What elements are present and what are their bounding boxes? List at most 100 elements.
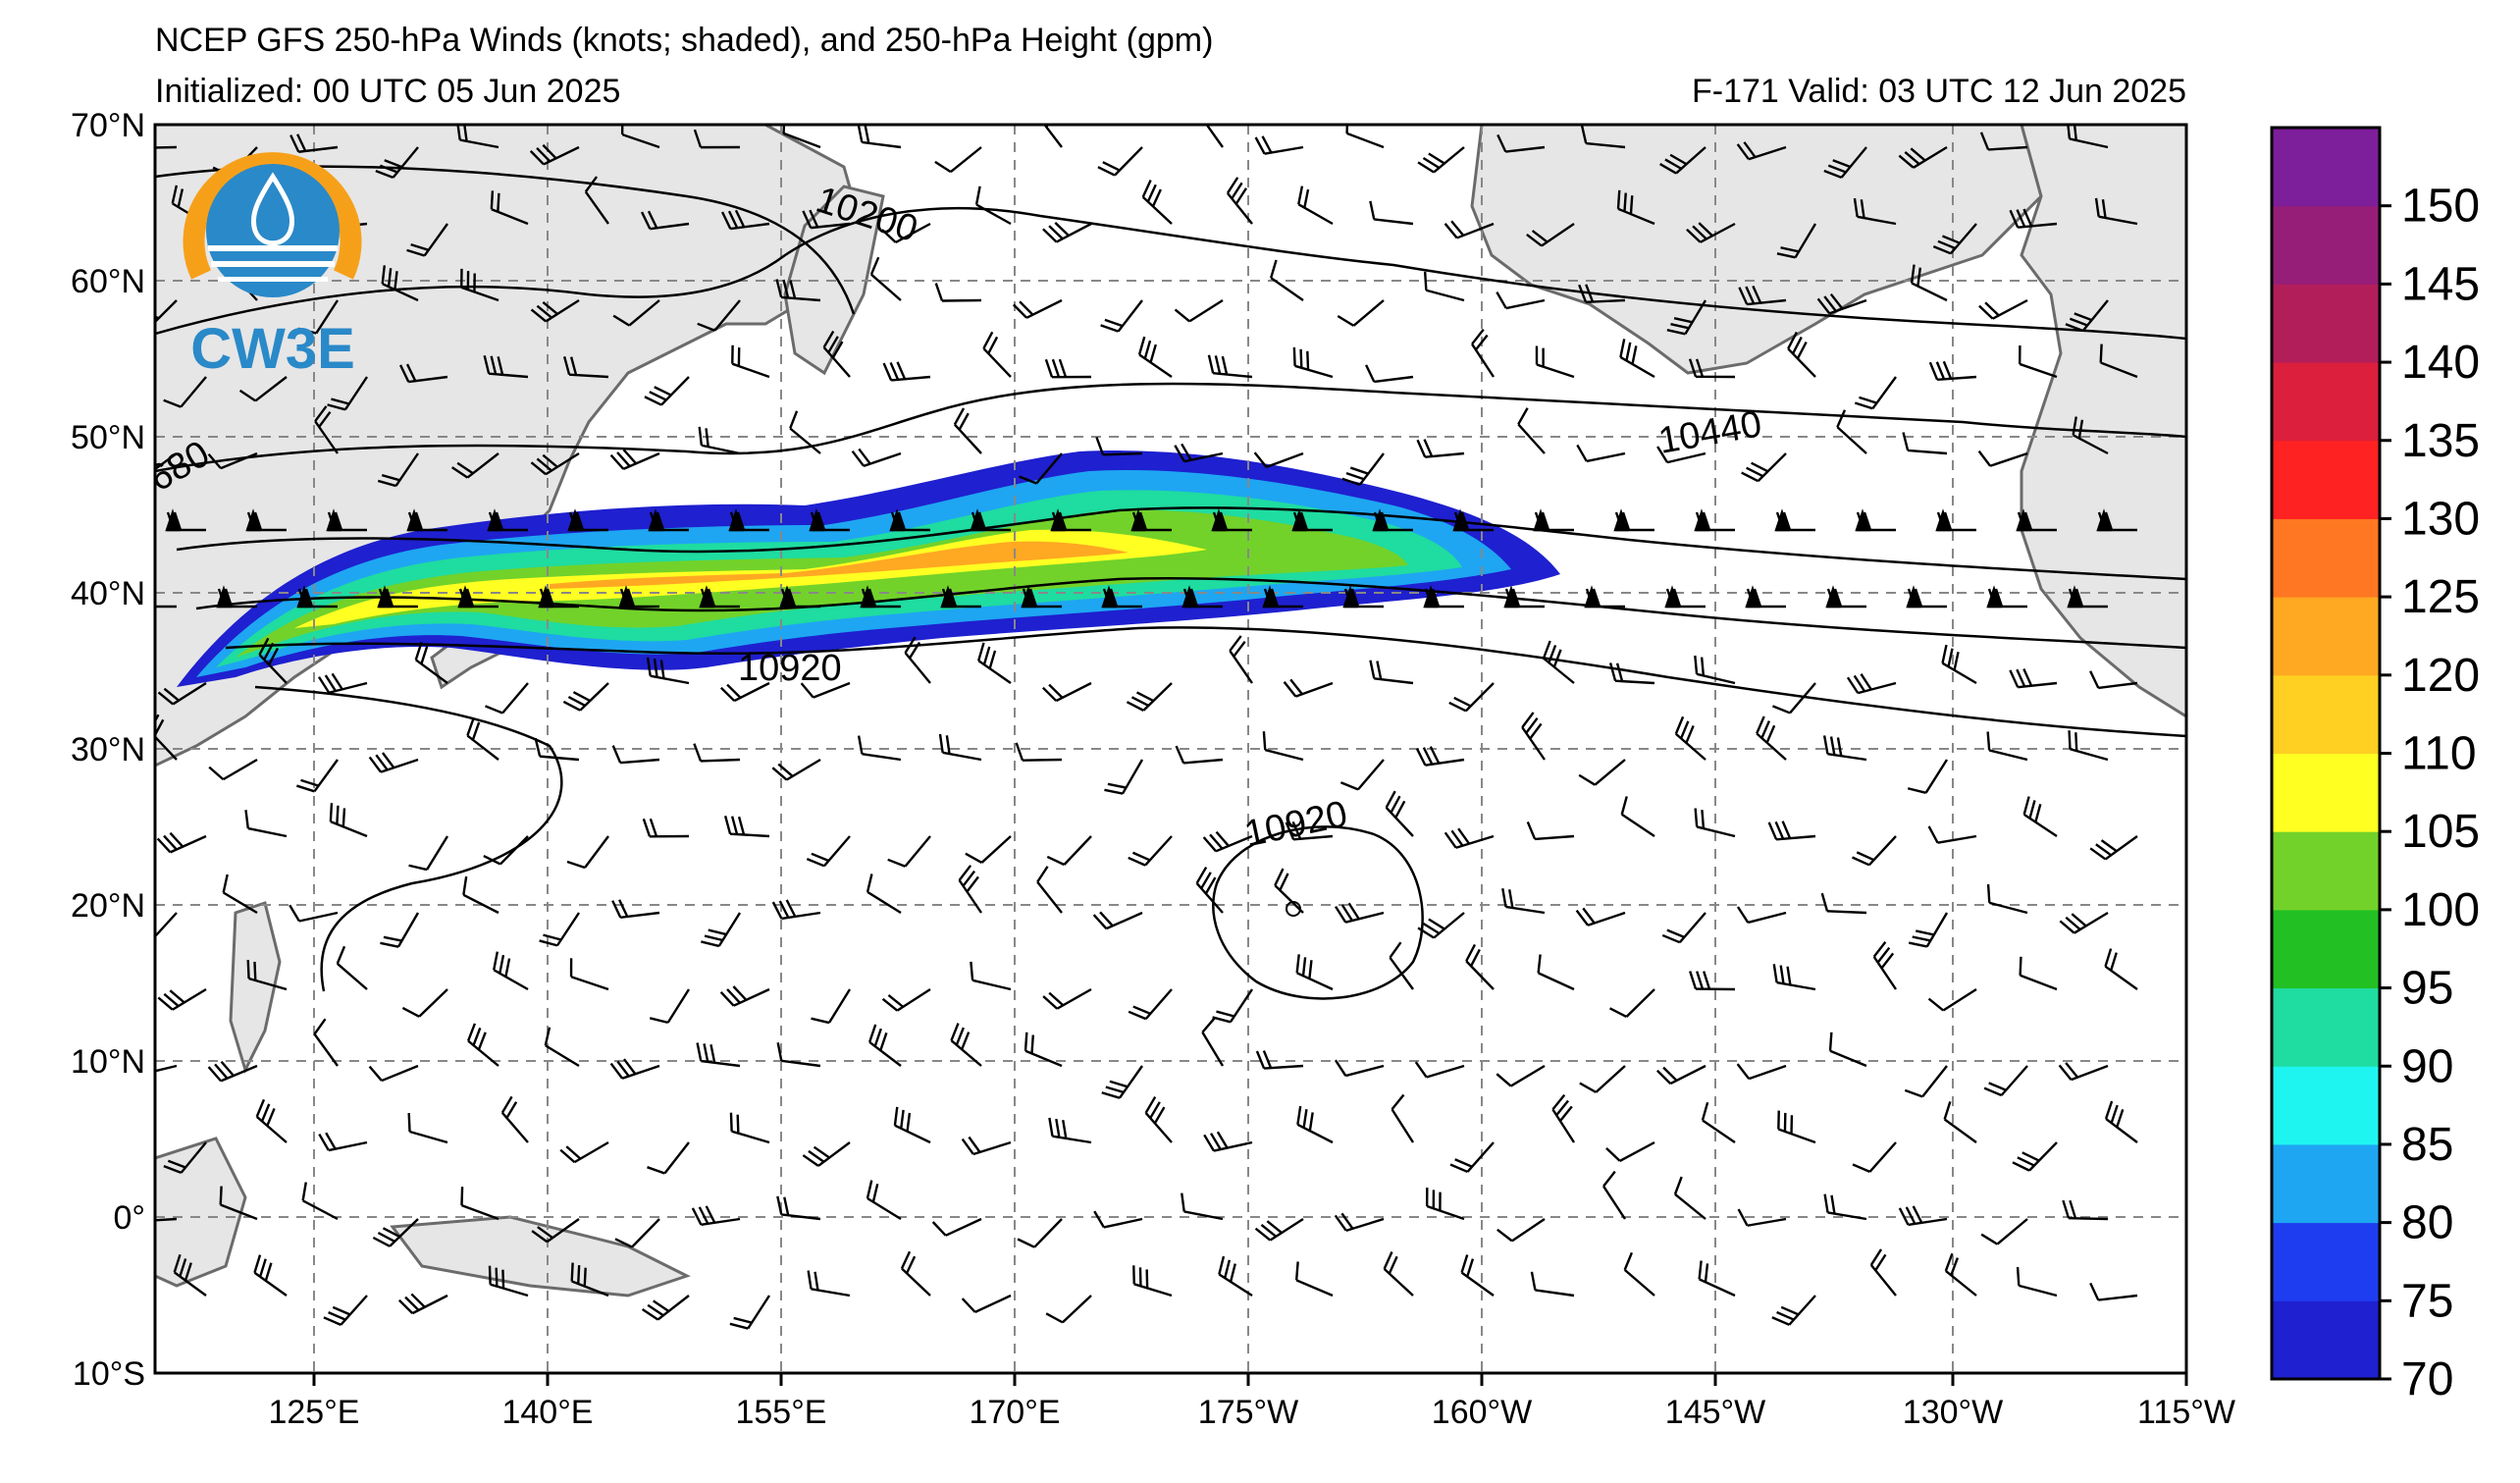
wind-barb xyxy=(381,265,419,302)
wind-barb xyxy=(238,376,288,402)
wind-barb xyxy=(1042,987,1092,1010)
lat-label: 20°N xyxy=(71,887,145,925)
wind-barb xyxy=(414,641,448,684)
wind-barb xyxy=(1211,508,1252,532)
wind-barb xyxy=(889,508,930,532)
wind-barb xyxy=(1017,1218,1063,1248)
wind-barb xyxy=(1578,759,1626,786)
wind-barb xyxy=(1736,906,1787,925)
wind-barb xyxy=(1898,145,1948,169)
wind-barb xyxy=(1126,682,1173,712)
wind-barb xyxy=(1046,835,1092,867)
wind-barb xyxy=(408,835,449,872)
wind-barb xyxy=(904,636,931,684)
wind-barb xyxy=(1207,354,1253,379)
wind-barb xyxy=(1294,1261,1334,1298)
wind-barb xyxy=(1932,223,1977,255)
wind-barb xyxy=(531,1218,580,1244)
wind-barb xyxy=(1226,177,1253,225)
longitude-labels: 125°E 140°E 155°E 170°E 175°W 160°W 145°… xyxy=(268,1394,2234,1431)
wind-barb xyxy=(1365,364,1414,384)
wind-barb xyxy=(1175,745,1224,765)
wind-barb xyxy=(1254,135,1304,155)
wind-barb xyxy=(566,835,609,870)
wind-barb xyxy=(1181,1192,1224,1221)
wind-barb xyxy=(163,1141,207,1175)
wind-barb xyxy=(982,331,1012,378)
wind-barb xyxy=(789,410,821,454)
wind-barb xyxy=(155,1064,178,1077)
wind-barb xyxy=(567,508,608,532)
wind-barb xyxy=(1369,660,1414,685)
wind-barb xyxy=(1496,1064,1546,1087)
wind-barb xyxy=(2068,730,2109,762)
wind-barb xyxy=(1417,146,1465,174)
wind-barb xyxy=(1986,731,2028,762)
wind-barb xyxy=(728,508,769,532)
wind-barb xyxy=(1274,868,1304,914)
wind-barb xyxy=(314,405,339,454)
wind-barb xyxy=(609,449,660,470)
wind-barb xyxy=(2016,1266,2058,1298)
wind-barb xyxy=(1296,1105,1334,1144)
wind-barb xyxy=(1100,299,1143,333)
wind-barb xyxy=(1444,220,1495,239)
wind-barb xyxy=(1689,971,1736,991)
wind-barb xyxy=(245,508,287,532)
wind-barb xyxy=(375,146,419,180)
wind-barb xyxy=(961,1136,1012,1156)
wind-barb xyxy=(1369,200,1414,226)
wind-barb xyxy=(462,875,499,915)
wind-barb xyxy=(1619,339,1655,379)
wind-barb xyxy=(1979,132,2028,151)
wind-barb xyxy=(1255,1050,1304,1070)
wind-barb xyxy=(776,1042,821,1068)
wind-barb xyxy=(1337,299,1385,327)
wind-barb xyxy=(1836,409,1867,454)
wind-barb xyxy=(609,1058,660,1080)
wind-barb xyxy=(559,1140,609,1164)
wind-barb xyxy=(851,448,902,467)
wind-barb xyxy=(729,1295,771,1330)
wind-barb xyxy=(296,585,338,609)
wind-barb xyxy=(157,987,207,1011)
wind-barb xyxy=(1095,437,1143,456)
wind-barb xyxy=(406,223,448,257)
wind-barb xyxy=(1688,358,1736,379)
wind-barb xyxy=(1389,941,1414,990)
wind-barb xyxy=(800,681,851,699)
wind-barb xyxy=(1448,682,1495,713)
wind-barb xyxy=(648,508,689,532)
lon-label: 155°E xyxy=(735,1394,826,1431)
wind-barb xyxy=(1021,585,1062,609)
wind-barb xyxy=(1137,336,1173,378)
wind-barb xyxy=(1756,715,1787,761)
wind-barb xyxy=(1620,796,1655,837)
wind-barb xyxy=(1854,376,1897,410)
wind-barb xyxy=(866,874,902,915)
wind-barb xyxy=(317,672,368,694)
wind-barb xyxy=(327,376,369,411)
wind-barb xyxy=(644,376,690,406)
wind-barb xyxy=(372,1218,419,1247)
wind-barb xyxy=(1853,197,1897,226)
wind-barb xyxy=(931,1217,982,1237)
wind-barb xyxy=(1174,298,1224,323)
wind-barb xyxy=(1449,1141,1495,1174)
wind-barb xyxy=(1777,1110,1816,1144)
wind-barb xyxy=(1872,941,1897,990)
colorbar-segment xyxy=(2272,674,2380,754)
alaska-land xyxy=(1470,125,2043,375)
wind-barb xyxy=(719,985,770,1007)
wind-barb xyxy=(1907,759,1949,794)
colorbar-label: 105 xyxy=(2401,806,2480,858)
colorbar-label: 145 xyxy=(2401,258,2480,310)
wind-barb xyxy=(882,361,931,382)
wind-barb xyxy=(301,1182,339,1221)
wind-barb xyxy=(173,1253,207,1297)
wind-barb xyxy=(1262,585,1303,609)
wind-barb xyxy=(965,835,1012,864)
wind-barb xyxy=(1101,585,1142,609)
wind-barb xyxy=(165,508,206,532)
